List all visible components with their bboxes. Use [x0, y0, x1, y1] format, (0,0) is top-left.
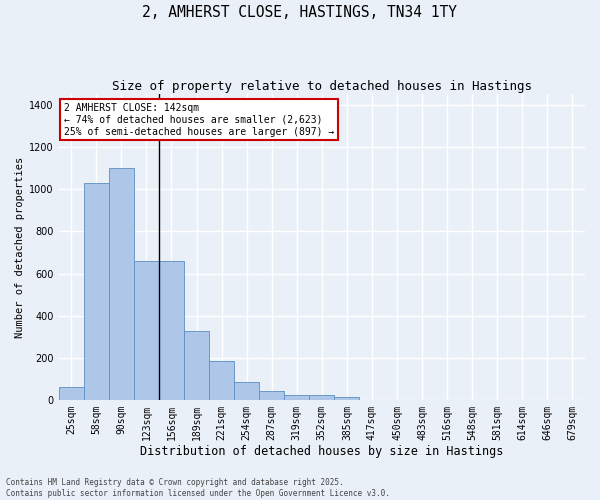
- Bar: [284, 395, 309, 400]
- Bar: [309, 395, 334, 400]
- Title: Size of property relative to detached houses in Hastings: Size of property relative to detached ho…: [112, 80, 532, 93]
- Bar: [134, 261, 159, 400]
- Bar: [159, 262, 184, 400]
- Bar: [334, 397, 359, 400]
- Bar: [84, 183, 109, 400]
- Bar: [234, 382, 259, 400]
- Text: 2, AMHERST CLOSE, HASTINGS, TN34 1TY: 2, AMHERST CLOSE, HASTINGS, TN34 1TY: [143, 5, 458, 20]
- Bar: [209, 361, 234, 400]
- Y-axis label: Number of detached properties: Number of detached properties: [15, 156, 25, 338]
- Bar: [59, 387, 84, 400]
- Text: Contains HM Land Registry data © Crown copyright and database right 2025.
Contai: Contains HM Land Registry data © Crown c…: [6, 478, 390, 498]
- Bar: [259, 390, 284, 400]
- X-axis label: Distribution of detached houses by size in Hastings: Distribution of detached houses by size …: [140, 444, 503, 458]
- Bar: [184, 330, 209, 400]
- Bar: [109, 168, 134, 400]
- Text: 2 AMHERST CLOSE: 142sqm
← 74% of detached houses are smaller (2,623)
25% of semi: 2 AMHERST CLOSE: 142sqm ← 74% of detache…: [64, 104, 334, 136]
